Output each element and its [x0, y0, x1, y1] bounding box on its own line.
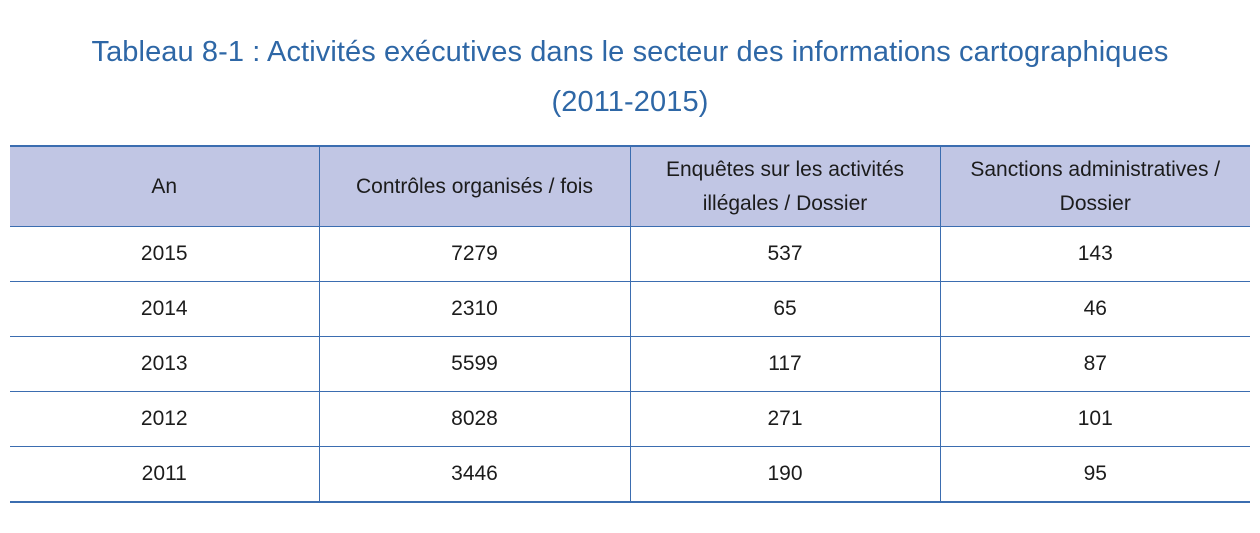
cell-sanctions: 95 — [939, 446, 1250, 502]
cell-year: 2011 — [10, 446, 319, 502]
cell-year: 2012 — [10, 391, 319, 447]
cell-year: 2014 — [10, 281, 319, 337]
cell-sanctions: 143 — [939, 226, 1250, 282]
header-row: An Contrôles organisés / fois Enquêtes s… — [10, 146, 1250, 227]
cell-investigations: 271 — [629, 391, 940, 447]
table-subtitle-period: (2011-2015) — [551, 86, 709, 118]
cell-year: 2015 — [140, 242, 188, 265]
cell-controls: 5599 — [318, 336, 630, 392]
column-header-sanctions: Sanctions administratives / Dossier — [939, 146, 1250, 227]
cell-sanctions: 101 — [939, 391, 1250, 447]
table-row: 2015 7279 537 143 — [10, 226, 1250, 282]
table-title: Tableau 8-1 : Activités exécutives dans … — [91, 36, 1169, 68]
table-row: 2012 8028 271 101 — [10, 391, 1250, 447]
cell-sanctions: 87 — [939, 336, 1250, 392]
cell-sanctions: 46 — [939, 281, 1250, 337]
cell-controls: 8028 — [318, 391, 630, 447]
cell-year: 2013 — [10, 336, 319, 392]
column-header-controls: Contrôles organisés / fois — [318, 146, 630, 227]
cell-investigations: 65 — [629, 281, 940, 337]
table-row: 2013 5599 117 87 — [10, 336, 1250, 392]
cell-investigations: 190 — [629, 446, 940, 502]
cell-investigations: 537 — [629, 226, 940, 282]
column-header-year: An — [10, 146, 319, 227]
cell-controls: 7279 — [318, 226, 630, 282]
column-header-investigations: Enquêtes sur les activités illégales / D… — [629, 146, 940, 227]
data-table: An Contrôles organisés / fois Enquêtes s… — [10, 145, 1250, 503]
cell-investigations: 117 — [629, 336, 940, 392]
cell-controls: 3446 — [318, 446, 630, 502]
table-row: 2011 3446 190 95 — [10, 446, 1250, 502]
table-row: 2014 2310 65 46 — [10, 281, 1250, 337]
cell-controls: 2310 — [318, 281, 630, 337]
